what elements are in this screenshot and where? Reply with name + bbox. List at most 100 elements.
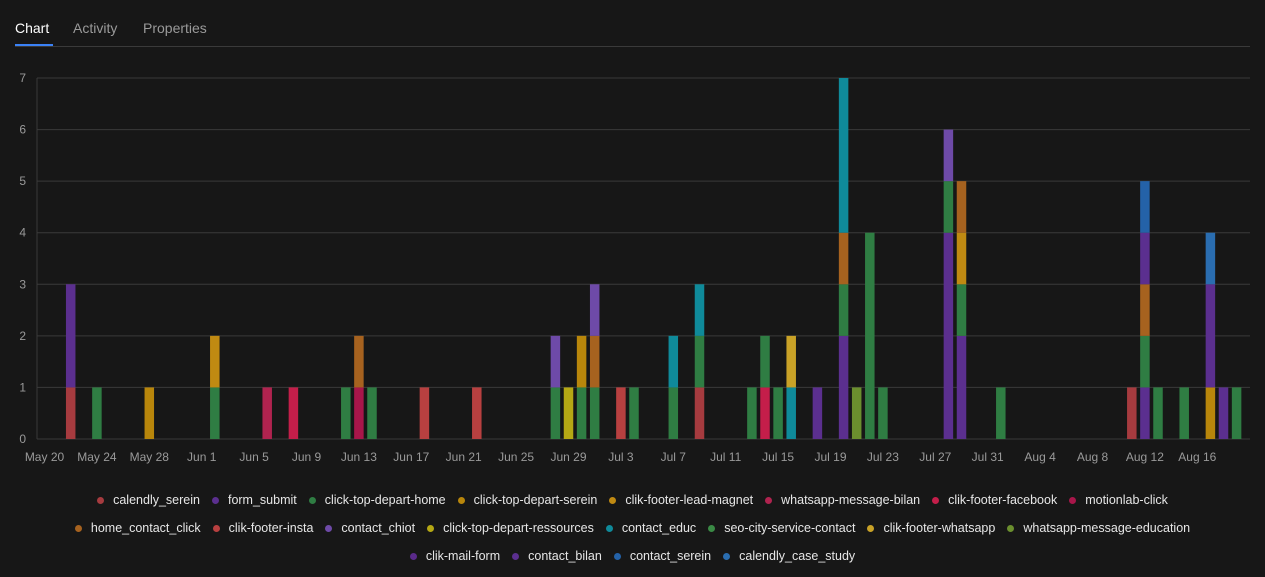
bar-segment-clik-footer-insta[interactable] bbox=[419, 387, 430, 439]
bar-segment-clik-footer-lead-magnet[interactable] bbox=[956, 232, 967, 285]
legend-label: clik-footer-facebook bbox=[948, 493, 1058, 507]
legend-label: click-top-depart-home bbox=[324, 493, 446, 507]
legend-item[interactable]: form_submit bbox=[211, 493, 297, 507]
legend-swatch bbox=[74, 524, 82, 532]
legend-item[interactable]: motionlab-click bbox=[1069, 493, 1168, 507]
bar-segment-form_submit[interactable] bbox=[65, 284, 76, 388]
bar-segment-clik-footer-lead-magnet[interactable] bbox=[210, 335, 220, 388]
legend-item[interactable]: clik-footer-whatsapp bbox=[867, 521, 995, 535]
bar-segment-home_contact_click[interactable] bbox=[589, 335, 600, 388]
bar-segment-motionlab-click[interactable] bbox=[354, 387, 364, 439]
legend-item[interactable]: calendly_case_study bbox=[723, 549, 855, 563]
legend-item[interactable]: click-top-depart-home bbox=[308, 493, 446, 507]
bar-segment-click-top-depart-home[interactable] bbox=[1231, 387, 1242, 439]
bar-segment-whatsapp-message-bilan[interactable] bbox=[262, 387, 272, 439]
bar-segment-whatsapp-message-education[interactable] bbox=[851, 387, 862, 439]
legend-item[interactable]: clik-footer-insta bbox=[212, 521, 313, 535]
tab-chart[interactable]: Chart bbox=[15, 20, 50, 36]
legend-swatch bbox=[512, 552, 520, 560]
bar-segment-click-top-depart-serein[interactable] bbox=[1205, 387, 1216, 439]
bar-segment-click-top-depart-serein[interactable] bbox=[144, 387, 155, 439]
legend-item[interactable]: clik-footer-lead-magnet bbox=[609, 493, 753, 507]
legend-label: seo-city-service-contact bbox=[724, 521, 856, 535]
bar-segment-click-top-depart-home[interactable] bbox=[341, 387, 351, 439]
bar-segment-contact_bilan[interactable] bbox=[1140, 232, 1150, 285]
x-tick-label: Aug 16 bbox=[1178, 450, 1216, 464]
legend-item[interactable]: contact_chiot bbox=[325, 521, 415, 535]
bar-segment-contact_educ[interactable] bbox=[838, 78, 849, 233]
bar-segment-clik-footer-insta[interactable] bbox=[616, 387, 626, 439]
bar-segment-click-top-depart-home[interactable] bbox=[589, 387, 600, 439]
bar-segment-click-top-depart-home[interactable] bbox=[1140, 335, 1150, 388]
bar-segment-form_submit[interactable] bbox=[956, 335, 967, 439]
legend-item[interactable]: home_contact_click bbox=[74, 521, 201, 535]
legend-item[interactable]: whatsapp-message-bilan bbox=[765, 493, 920, 507]
bar-segment-form_submit[interactable] bbox=[1205, 284, 1216, 388]
bar-segment-contact_chiot[interactable] bbox=[550, 335, 561, 388]
bar-segment-click-top-depart-home[interactable] bbox=[694, 335, 705, 388]
bar-segment-contact_educ[interactable] bbox=[668, 335, 679, 388]
bar-segment-click-top-depart-home[interactable] bbox=[210, 387, 220, 439]
legend-item[interactable]: seo-city-service-contact bbox=[708, 521, 855, 535]
bar-segment-clik-footer-whatsapp[interactable] bbox=[786, 335, 796, 388]
bar-segment-click-top-depart-home[interactable] bbox=[92, 387, 102, 439]
bar-segment-form_submit[interactable] bbox=[1218, 387, 1229, 439]
bar-segment-click-top-depart-home[interactable] bbox=[956, 284, 967, 336]
bar-segment-contact_serein[interactable] bbox=[1140, 181, 1150, 233]
bar-segment-clik-footer-facebook[interactable] bbox=[288, 387, 299, 439]
bar-segment-home_contact_click[interactable] bbox=[838, 232, 849, 285]
legend-item[interactable]: clik-footer-facebook bbox=[932, 493, 1057, 507]
bar-segment-clik-footer-facebook[interactable] bbox=[760, 387, 770, 439]
legend-swatch bbox=[723, 552, 731, 560]
bar-segment-click-top-depart-serein[interactable] bbox=[576, 335, 587, 388]
bar-segment-home_contact_click[interactable] bbox=[1140, 284, 1150, 336]
bar-segment-form_submit[interactable] bbox=[812, 387, 823, 439]
bar-segment-click-top-depart-home[interactable] bbox=[668, 387, 679, 439]
x-tick-label: Jun 29 bbox=[550, 450, 586, 464]
bar-segment-form_submit[interactable] bbox=[838, 335, 849, 439]
legend-item[interactable]: contact_educ bbox=[605, 521, 696, 535]
bar-segment-click-top-depart-home[interactable] bbox=[747, 387, 757, 439]
legend-item[interactable]: clik-mail-form bbox=[409, 549, 500, 563]
bar-segment-contact_chiot[interactable] bbox=[589, 284, 600, 336]
legend-label: clik-footer-lead-magnet bbox=[625, 493, 754, 507]
bar-segment-calendly_serein[interactable] bbox=[65, 387, 76, 439]
bar-segment-contact_educ[interactable] bbox=[786, 387, 796, 439]
bar-segment-click-top-depart-home[interactable] bbox=[1179, 387, 1189, 439]
legend-item[interactable]: click-top-depart-serein bbox=[457, 493, 597, 507]
legend-item[interactable]: whatsapp-message-education bbox=[1007, 521, 1190, 535]
tab-properties[interactable]: Properties bbox=[143, 20, 207, 36]
bar-segment-form_submit[interactable] bbox=[943, 232, 954, 439]
bar-segment-form_submit[interactable] bbox=[1140, 387, 1150, 439]
bar-segment-clik-footer-insta[interactable] bbox=[472, 387, 482, 439]
legend-item[interactable]: contact_serein bbox=[613, 549, 711, 563]
bar-segment-contact_chiot[interactable] bbox=[943, 129, 954, 182]
bar-segment-click-top-depart-home[interactable] bbox=[629, 387, 639, 439]
bar-segment-click-top-depart-home[interactable] bbox=[760, 335, 770, 388]
bar-segment-home_contact_click[interactable] bbox=[354, 335, 364, 388]
bar-segment-click-top-depart-home[interactable] bbox=[878, 387, 888, 439]
legend-item[interactable]: click-top-depart-ressources bbox=[427, 521, 594, 535]
bar-segment-click-top-depart-home[interactable] bbox=[367, 387, 377, 439]
legend-label: clik-footer-whatsapp bbox=[883, 521, 996, 535]
tab-activity[interactable]: Activity bbox=[73, 20, 118, 36]
bar-segment-calendly_case_study[interactable] bbox=[1205, 232, 1216, 285]
chart-legend: calendly_serein form_submit click-top-depa… bbox=[0, 486, 1265, 570]
bar-segment-click-top-depart-home[interactable] bbox=[773, 387, 783, 439]
bar-segment-click-top-depart-home[interactable] bbox=[1153, 387, 1163, 439]
bar-segment-calendly_serein[interactable] bbox=[1127, 387, 1137, 439]
legend-item[interactable]: contact_bilan bbox=[512, 549, 602, 563]
bar-segment-click-top-depart-home[interactable] bbox=[865, 232, 875, 439]
legend-label: whatsapp-message-education bbox=[1023, 521, 1191, 535]
bar-segment-home_contact_click[interactable] bbox=[956, 181, 967, 233]
bar-segment-click-top-depart-home[interactable] bbox=[550, 387, 561, 439]
bar-segment-click-top-depart-home[interactable] bbox=[943, 181, 954, 233]
legend-swatch bbox=[212, 524, 220, 532]
bar-segment-click-top-depart-home[interactable] bbox=[996, 387, 1006, 439]
bar-segment-click-top-depart-home[interactable] bbox=[576, 387, 587, 439]
legend-item[interactable]: calendly_serein bbox=[97, 493, 200, 507]
bar-segment-contact_educ[interactable] bbox=[694, 284, 705, 336]
bar-segment-click-top-depart-ressources[interactable] bbox=[563, 387, 574, 439]
bar-segment-click-top-depart-home[interactable] bbox=[838, 284, 849, 336]
bar-segment-calendly_serein[interactable] bbox=[694, 387, 705, 439]
